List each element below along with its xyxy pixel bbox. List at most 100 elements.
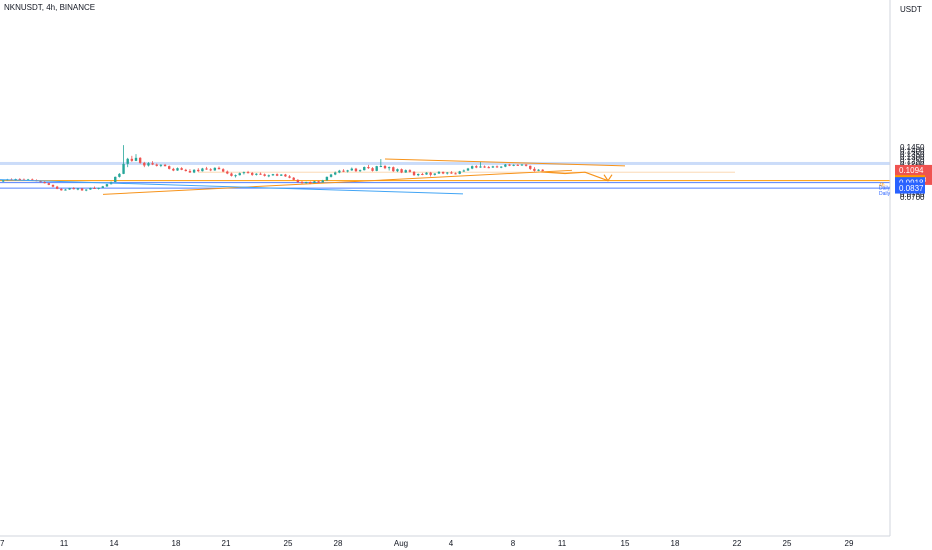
candle-body — [371, 168, 374, 171]
candle — [192, 169, 196, 174]
candle-body — [80, 188, 84, 191]
candle-body — [151, 163, 154, 165]
candle-body — [26, 179, 30, 181]
candle — [172, 167, 175, 172]
candle-body — [329, 174, 333, 177]
candle — [217, 166, 221, 170]
candle — [18, 178, 21, 181]
candle — [346, 169, 349, 173]
candle-body — [433, 173, 436, 175]
candle-body — [122, 163, 125, 174]
y-tick-label: 0.1250 — [900, 157, 925, 166]
candle — [221, 168, 225, 173]
candle-body — [60, 188, 63, 191]
candle — [537, 169, 540, 172]
candle — [354, 167, 358, 172]
candle — [400, 168, 403, 174]
candle-body — [172, 168, 175, 171]
candle-body — [134, 157, 138, 161]
candle — [329, 173, 333, 178]
current-price-label: 0.1094 — [899, 166, 924, 175]
candle — [76, 188, 80, 191]
candle — [267, 174, 270, 178]
candle-body — [280, 174, 283, 176]
candle — [529, 165, 532, 170]
candle-body — [450, 172, 453, 174]
candle-body — [400, 169, 403, 173]
candle-body — [458, 171, 461, 174]
candle-body — [508, 164, 511, 166]
candle — [85, 189, 88, 192]
candle — [64, 188, 67, 191]
candle-body — [350, 168, 353, 171]
candle — [143, 161, 146, 168]
candle-body — [184, 169, 187, 172]
candle — [500, 166, 503, 169]
candle-body — [180, 168, 183, 170]
candle — [60, 188, 63, 191]
candle-body — [221, 169, 225, 172]
candle — [226, 170, 229, 175]
candle — [483, 165, 486, 168]
candle-body — [85, 189, 88, 191]
level-badge-2 — [895, 182, 925, 194]
candle — [412, 171, 416, 176]
price-badges: 0.109401:42:080.09484h0.0918Daily0.0837D… — [879, 164, 932, 197]
candle — [184, 168, 187, 172]
candle-body — [500, 166, 503, 168]
candle — [43, 181, 46, 184]
candle — [255, 173, 258, 176]
candle-body — [541, 169, 544, 171]
support-zone — [198, 171, 735, 173]
candle-body — [197, 169, 200, 172]
candle-body — [47, 183, 51, 185]
level-tag-2: Daily — [879, 191, 891, 197]
candle-body — [97, 187, 100, 189]
candle — [80, 187, 84, 191]
candle-body — [417, 173, 420, 176]
x-tick-label: 15 — [621, 539, 630, 548]
candle-body — [313, 181, 316, 184]
candle — [122, 145, 125, 175]
candles-layer — [2, 145, 544, 192]
candle-body — [64, 189, 67, 191]
x-tick-label: 14 — [110, 539, 119, 548]
candle-body — [338, 170, 341, 173]
candle — [205, 166, 208, 170]
candle — [197, 168, 200, 172]
candle — [93, 186, 96, 190]
candle — [89, 187, 92, 190]
candle — [358, 169, 362, 172]
candle-body — [475, 166, 478, 168]
candle — [97, 187, 100, 190]
candle-body — [93, 188, 96, 190]
candle — [470, 165, 474, 170]
candle-body — [271, 174, 275, 176]
y-tick-label: 0.1450 — [900, 143, 925, 152]
candle — [68, 187, 71, 190]
candle-body — [147, 163, 150, 166]
candle — [213, 167, 217, 171]
drawings-layer — [0, 158, 626, 195]
candle-body — [226, 171, 229, 174]
x-tick-label: 25 — [284, 539, 293, 548]
candle — [504, 163, 507, 168]
candle — [300, 180, 304, 184]
candle — [134, 154, 138, 162]
candle-body — [43, 181, 46, 184]
candle-body — [412, 171, 416, 176]
candle — [334, 171, 337, 176]
candle-body — [255, 173, 258, 175]
candle — [147, 162, 150, 167]
candle — [263, 173, 266, 177]
candle — [524, 164, 528, 167]
candle-body — [392, 167, 395, 172]
candle — [383, 165, 387, 170]
candle — [105, 183, 109, 187]
candle-body — [2, 180, 5, 182]
x-tick-label: 18 — [172, 539, 181, 548]
candle-body — [138, 157, 142, 163]
candle — [387, 166, 391, 171]
y-tick-label: 0.1400 — [900, 146, 925, 155]
